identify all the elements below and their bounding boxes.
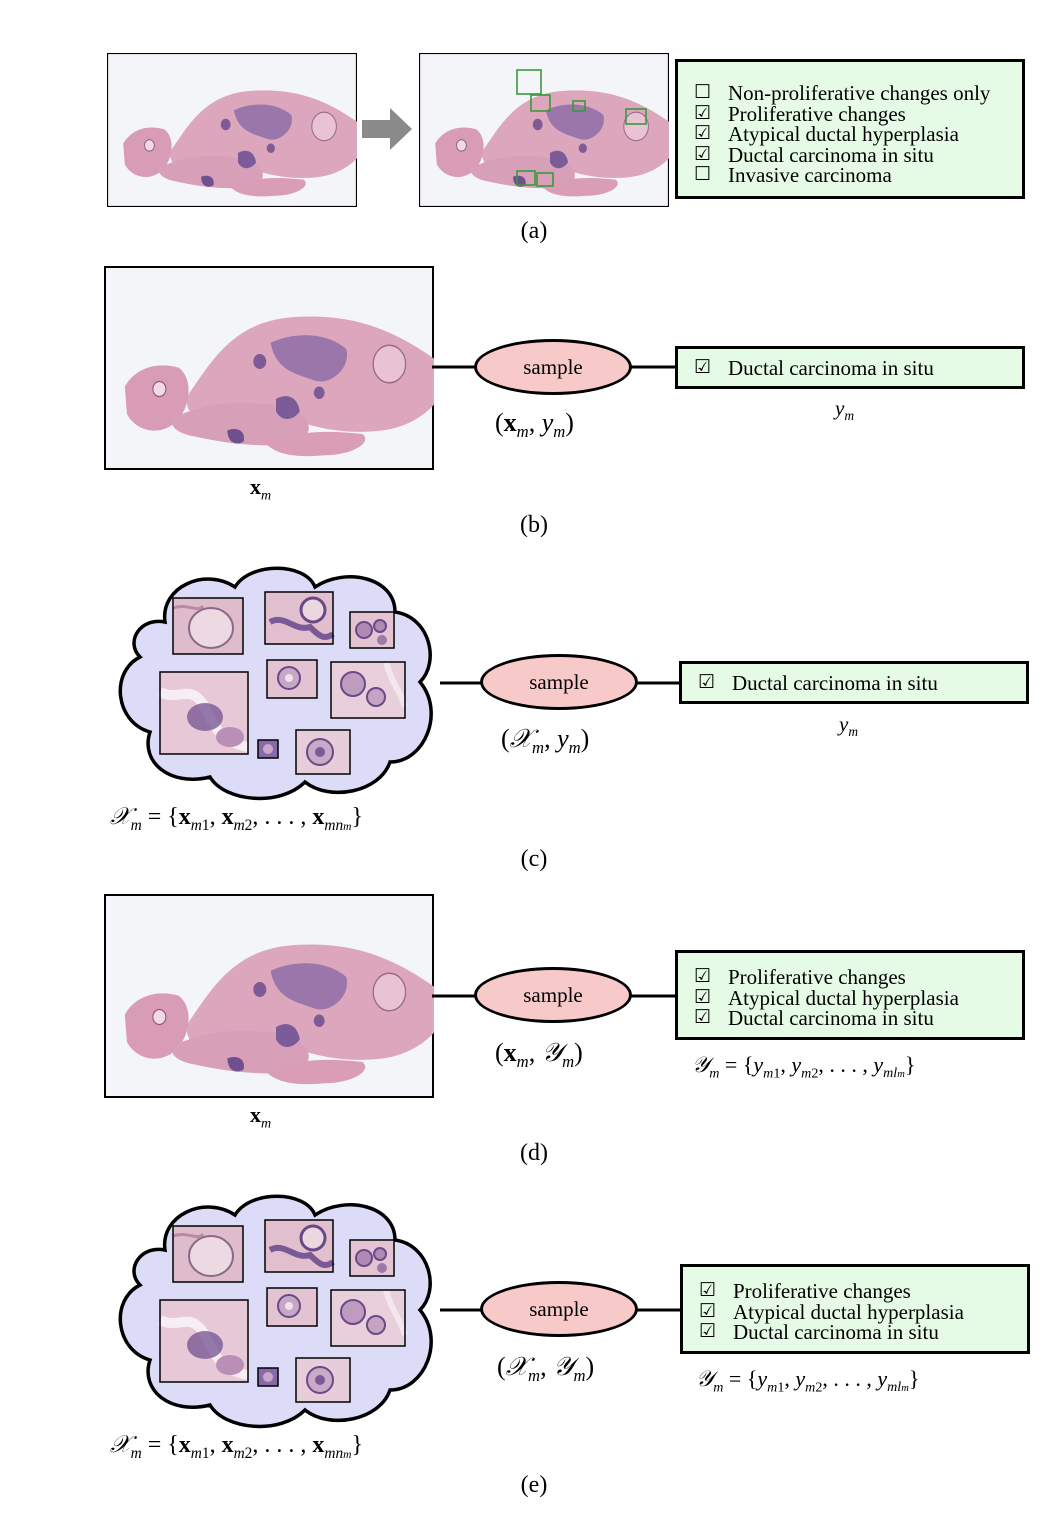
- label-option-text: Invasive carcinoma: [728, 163, 892, 187]
- checkbox-icon: ☑: [699, 1280, 717, 1301]
- label-box: ☑ Ductal carcinoma in situ: [675, 346, 1025, 389]
- sample-node: sample: [474, 967, 632, 1023]
- math-pair-X-y: (𝒳m, ym): [501, 724, 590, 758]
- sample-node: sample: [480, 1281, 638, 1337]
- caption-e: (e): [520, 1472, 548, 1498]
- label-option-text: Atypical ductal hyperplasia: [728, 122, 959, 146]
- checkbox-icon: ☑: [699, 1321, 717, 1342]
- math-set-y: 𝒴m = {ym1, ym2, . . . , ymlm}: [696, 1366, 920, 1396]
- label-option-text: Non-proliferative changes only: [728, 81, 991, 105]
- label-text: Atypical ductal hyperplasia: [733, 1299, 964, 1324]
- roi-box: [516, 170, 536, 186]
- patch-cloud: [118, 1194, 433, 1429]
- label-option-row: ☑ Atypical ductal hyperplasia: [694, 122, 1022, 146]
- roi-box: [536, 172, 554, 187]
- label-option-row: ☐ Non-proliferative changes only: [694, 81, 1022, 105]
- math-x-m: xm: [250, 1102, 272, 1132]
- patch-cloud: [118, 566, 433, 801]
- math-set-y: 𝒴m = {ym1, ym2, . . . , ymlm}: [692, 1052, 916, 1082]
- label-option-row: ☑ Proliferative changes: [694, 101, 1022, 126]
- roi-box: [516, 69, 542, 95]
- label-option-text: Proliferative changes: [728, 101, 906, 126]
- caption-b: (b): [520, 512, 548, 538]
- caption-d: (d): [520, 1140, 548, 1166]
- label-box: ☑ Ductal carcinoma in situ: [679, 661, 1029, 704]
- label-option-text: Ductal carcinoma in situ: [728, 142, 934, 167]
- sample-node: sample: [480, 654, 638, 710]
- checkbox-icon: ☑: [694, 123, 712, 144]
- slide-image-annotated: [419, 53, 669, 207]
- slide-image: [104, 894, 434, 1098]
- label-text: Ductal carcinoma in situ: [728, 356, 934, 380]
- math-y-m: ym: [835, 396, 855, 424]
- label-option-row: ☐ Invasive carcinoma: [694, 163, 1022, 187]
- math-pair-x-y: (xm, ym): [495, 408, 574, 442]
- checkbox-icon: ☑: [694, 1007, 712, 1028]
- checkbox-icon: ☑: [698, 672, 716, 693]
- label-text: Ductal carcinoma in situ: [732, 671, 938, 695]
- checkbox-icon: ☑: [694, 143, 712, 165]
- label-box: ☑ Proliferative changes ☑ Atypical ductal …: [675, 950, 1025, 1040]
- checkbox-icon: ☑: [694, 357, 712, 378]
- label-text: Ductal carcinoma in situ: [728, 1006, 934, 1030]
- slide-image-original: [107, 53, 357, 207]
- checkbox-icon: ☑: [694, 966, 712, 987]
- math-pair-x-Y: (xm, 𝒴m): [495, 1038, 583, 1072]
- math-y-m: ym: [839, 712, 859, 740]
- checkbox-icon: ☑: [699, 1300, 717, 1322]
- checkbox-icon: ☑: [694, 102, 712, 124]
- checkbox-icon: ☐: [694, 164, 712, 185]
- label-options-box: ☐ Non-proliferative changes only ☑ Prolife…: [675, 59, 1025, 199]
- roi-box: [572, 100, 586, 112]
- checkbox-icon: ☐: [694, 82, 712, 103]
- math-set-x: 𝒳m = {xm1, xm2, . . . , xmnm}: [110, 1432, 363, 1462]
- slide-image: [104, 266, 434, 470]
- math-set-x: 𝒳m = {xm1, xm2, . . . , xmnm}: [110, 804, 363, 834]
- label-text: Atypical ductal hyperplasia: [728, 985, 959, 1010]
- checkbox-icon: ☑: [694, 986, 712, 1008]
- label-text: Ductal carcinoma in situ: [733, 1320, 939, 1344]
- label-text: Proliferative changes: [733, 1279, 911, 1303]
- roi-box: [530, 94, 551, 112]
- caption-a: (a): [520, 218, 548, 244]
- label-text: Proliferative changes: [728, 965, 906, 989]
- roi-box: [625, 108, 647, 125]
- math-x-m: xm: [250, 474, 272, 504]
- arrow-right-icon: [362, 108, 412, 150]
- math-pair-X-Y: (𝒳m, 𝒴m): [497, 1352, 595, 1386]
- sample-node: sample: [474, 339, 632, 395]
- label-box: ☑ Proliferative changes ☑ Atypical ductal …: [680, 1264, 1030, 1354]
- caption-c: (c): [520, 846, 548, 872]
- label-option-row: ☑ Ductal carcinoma in situ: [694, 142, 1022, 167]
